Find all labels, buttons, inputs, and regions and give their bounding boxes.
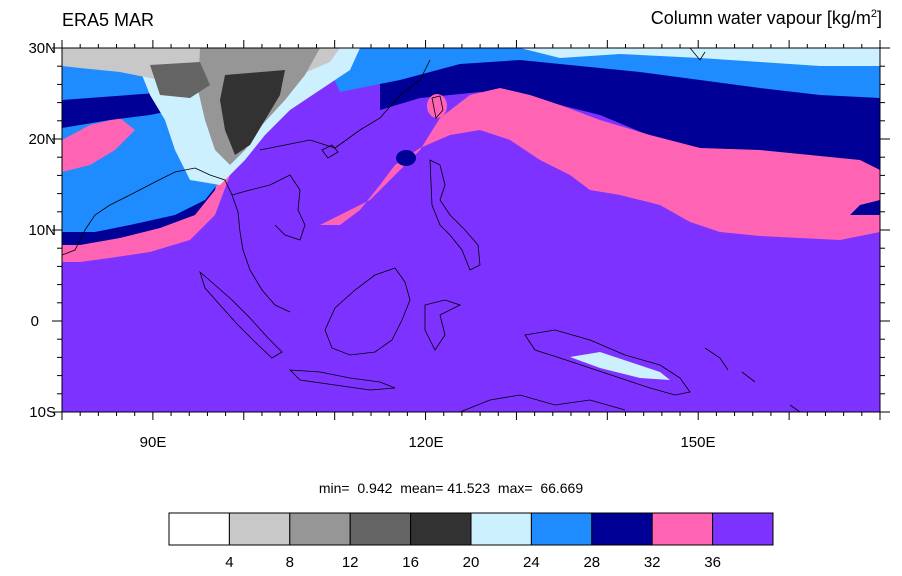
- coastline-sumatra: [199, 270, 283, 359]
- coastline-china-south: [259, 59, 431, 151]
- field-region-lightgray-spots: [150, 62, 210, 98]
- lon-label-150e: 150E: [680, 434, 716, 451]
- map-title: ERA5 MAR: [62, 10, 155, 30]
- field-region-navy-coast: [62, 92, 175, 128]
- field-region-pink-tongue: [320, 88, 880, 240]
- lat-label-10n: 10N: [28, 222, 56, 239]
- coastlines: [62, 48, 801, 412]
- axis-ticks: [52, 40, 890, 420]
- coastline-sulawesi: [424, 299, 462, 351]
- coastline-pacific-islands: [704, 347, 801, 412]
- lat-label-20n: 20N: [28, 131, 56, 148]
- stat-max-label: max=: [497, 480, 533, 496]
- colorbar-swatch: [712, 512, 774, 546]
- colorbar-tick-label: 8: [285, 554, 294, 571]
- colorbar-swatch: [530, 512, 593, 546]
- colorbar-swatch: [289, 512, 351, 546]
- coastline-australia-north: [459, 394, 626, 412]
- colorbar-tick-label: 16: [402, 554, 419, 571]
- stat-mean-value: 41.523: [447, 480, 491, 496]
- stat-max-value: 66.669: [540, 480, 584, 496]
- coastline-hainan: [321, 144, 339, 159]
- stat-min-label: min=: [318, 480, 350, 496]
- coastline-philippines: [429, 159, 481, 271]
- coastline-indochina: [231, 174, 306, 241]
- colorbar-swatch: [651, 512, 714, 546]
- field-blob-taiwan: [427, 94, 447, 118]
- coastline-borneo: [324, 267, 411, 356]
- colorbar-tick-label: 32: [643, 554, 661, 571]
- colorbar-tick-label: 28: [583, 554, 601, 571]
- colorbar: [168, 512, 774, 546]
- coastline-new-guinea: [524, 329, 691, 396]
- colorbar-swatch: [168, 512, 230, 546]
- field-region-pink-loop: [62, 118, 135, 172]
- colorbar-swatch: [591, 512, 653, 546]
- lat-label-10s: 10S: [29, 404, 56, 421]
- colorbar-swatch: [410, 512, 472, 546]
- coastline-taiwan: [431, 95, 444, 119]
- colorbar-tick-label: 36: [704, 554, 721, 571]
- lat-label-0: 0: [30, 313, 39, 330]
- field-blob-navy: [396, 150, 416, 166]
- field-region-light-top: [520, 48, 880, 66]
- colorbar-tick-label: 20: [462, 554, 480, 571]
- colorbar-tick-label: 12: [341, 554, 359, 571]
- colorbar-swatch: [470, 512, 532, 546]
- coastline-india-east: [62, 167, 196, 256]
- colorbar-tick-label: 24: [523, 554, 540, 571]
- colorbar-swatch: [349, 512, 412, 546]
- lon-label-90e: 90E: [139, 434, 167, 451]
- coastline-malay: [242, 249, 291, 313]
- field-statistics: min= 0.942 mean= 41.523 max= 66.669: [0, 480, 902, 496]
- colorbar-tick-label: 4: [225, 554, 234, 571]
- lon-label-120e: 120E: [408, 434, 444, 451]
- lat-label-30n: 30N: [28, 40, 56, 57]
- map-field: [62, 48, 880, 412]
- coastline-japan: [689, 48, 706, 61]
- stat-mean-label: mean=: [400, 480, 444, 496]
- stat-min-value: 0.942: [357, 480, 393, 496]
- variable-title: Column water vapour [kg/m2]: [650, 8, 882, 28]
- field-region-dark-core: [220, 70, 285, 155]
- coastline-java: [288, 369, 396, 391]
- colorbar-swatch: [228, 512, 291, 546]
- field-region-newguinea-light: [570, 352, 670, 380]
